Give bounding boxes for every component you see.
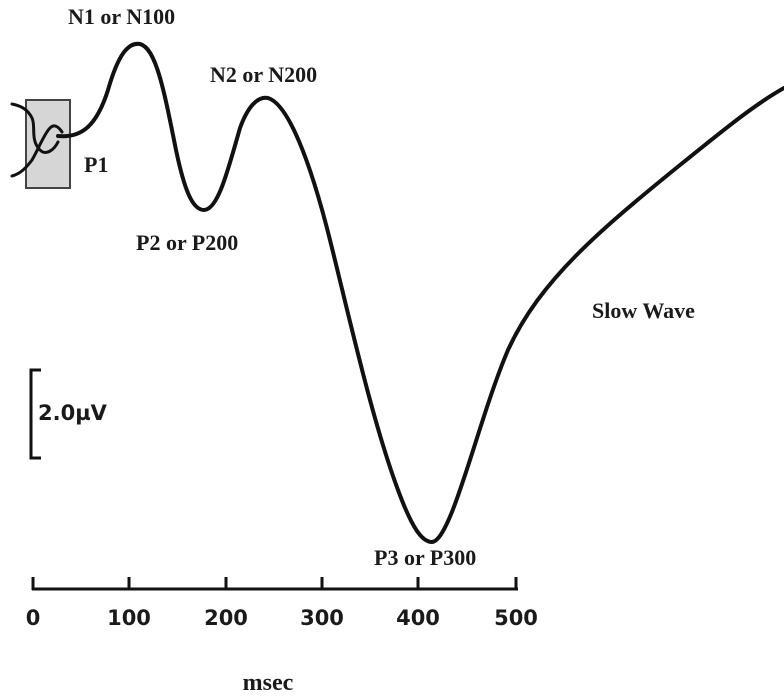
p2-label: P2 or P200: [136, 230, 238, 255]
p3-label: P3 or P300: [374, 545, 476, 570]
stimulus-artifact-trace: [10, 102, 64, 178]
amplitude-scale-bracket: [29, 368, 41, 460]
axis-tick-label: 100: [107, 606, 151, 630]
stimulus-box: [25, 99, 71, 189]
n2-label: N2 or N200: [210, 62, 317, 87]
slow-wave-label: Slow Wave: [592, 298, 695, 323]
axis-tick-label: 0: [26, 606, 41, 630]
axis-unit-label: msec: [243, 670, 294, 696]
axis-tick-label: 400: [396, 606, 440, 630]
p1-label: P1: [84, 152, 108, 177]
n1-label: N1 or N100: [68, 4, 175, 29]
axis-tick-label: 500: [494, 606, 538, 630]
amplitude-scale-label: 2.0µV: [38, 401, 108, 425]
axis-tick-label: 200: [204, 606, 248, 630]
erp-trace: [56, 41, 784, 544]
time-axis: 0 100 200 300 400 500: [26, 577, 538, 630]
axis-tick-label: 300: [300, 606, 344, 630]
